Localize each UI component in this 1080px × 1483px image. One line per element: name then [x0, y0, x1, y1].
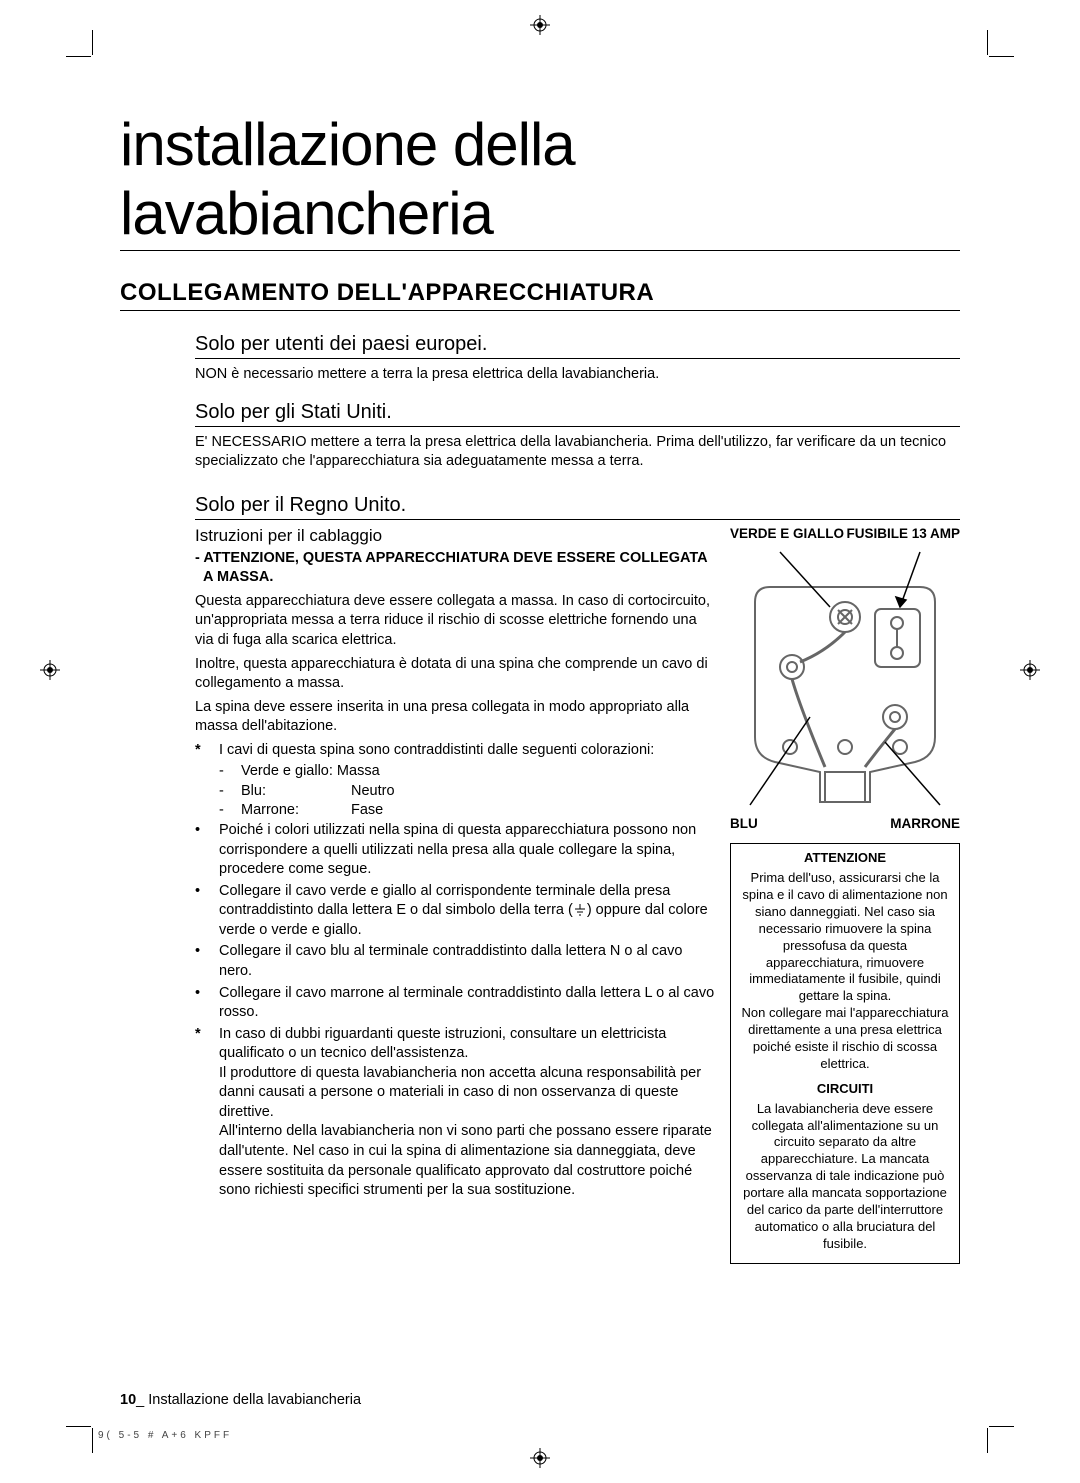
list-item: In caso di dubbi riguardanti queste istr…: [219, 1025, 718, 1201]
list-item: Collegare il cavo verde e giallo al corr…: [219, 882, 718, 941]
label-green-yellow: VERDE E GIALLO: [730, 526, 844, 542]
section-heading: COLLEGAMENTO DELL'APPARECCHIATURA: [120, 279, 960, 311]
body-text: La spina deve essere inserita in una pre…: [195, 698, 718, 737]
warning-text: - ATTENZIONE, QUESTA APPARECCHIATURA DEV…: [195, 549, 718, 588]
plug-bottom-labels: BLU MARRONE: [730, 816, 960, 831]
bullet-star: *: [195, 1025, 219, 1201]
list-item: Neutro: [351, 783, 395, 799]
box-heading: ATTENZIONE: [739, 850, 951, 867]
list-item: Poiché i colori utilizzati nella spina d…: [219, 821, 718, 880]
bullet-dash: -: [219, 762, 241, 782]
crop-mark: [987, 30, 988, 55]
print-job-code: 9( 5-5 # A+6 KPFF: [98, 1430, 232, 1441]
crop-mark: [989, 56, 1014, 57]
box-heading: CIRCUITI: [739, 1081, 951, 1098]
crop-mark: [66, 1426, 91, 1427]
body-text: E' NECESSARIO mettere a terra la presa e…: [195, 433, 960, 472]
subsection-uk: Solo per il Regno Unito.: [195, 494, 960, 520]
bullet-dash: -: [219, 782, 241, 802]
warning-box: ATTENZIONE Prima dell'uso, assicurarsi c…: [730, 843, 960, 1263]
body-text: NON è necessario mettere a terra la pres…: [195, 365, 960, 385]
box-text: Non collegare mai l'apparecchiatura dire…: [739, 1005, 951, 1073]
subsection-eu: Solo per utenti dei paesi europei.: [195, 333, 960, 359]
bullet-dash: -: [219, 801, 241, 821]
instruction-list: *I cavi di questa spina sono contraddist…: [195, 741, 718, 1201]
footer-text: _ Installazione della lavabiancheria: [136, 1392, 361, 1408]
list-item: I cavi di questa spina sono contraddisti…: [219, 741, 654, 761]
list-item: Blu:: [241, 782, 351, 802]
list-item: Collegare il cavo marrone al terminale c…: [219, 984, 718, 1023]
bullet-dot: •: [195, 821, 219, 880]
list-item: Verde e giallo: Massa: [241, 762, 380, 782]
page-footer: 10_ Installazione della lavabiancheria: [120, 1392, 361, 1408]
box-text: Prima dell'uso, assicurarsi che la spina…: [739, 870, 951, 1005]
subsection-us: Solo per gli Stati Uniti.: [195, 401, 960, 427]
box-text: La lavabiancheria deve essere collegata …: [739, 1101, 951, 1253]
registration-mark-icon: [530, 1448, 550, 1468]
list-item: Collegare il cavo blu al terminale contr…: [219, 942, 718, 981]
registration-mark-icon: [1020, 660, 1040, 680]
crop-mark: [92, 30, 93, 55]
wiring-heading: Istruzioni per il cablaggio: [195, 526, 718, 546]
bullet-dot: •: [195, 984, 219, 1023]
crop-mark: [989, 1426, 1014, 1427]
uk-plug-diagram: [730, 547, 960, 807]
list-item: Marrone:: [241, 801, 351, 821]
bullet-star: *: [195, 741, 219, 761]
page-title: installazione della lavabiancheria: [120, 110, 960, 251]
crop-mark: [66, 56, 91, 57]
registration-mark-icon: [530, 15, 550, 35]
label-fuse: FUSIBILE 13 AMP: [846, 526, 960, 542]
plug-top-labels: VERDE E GIALLO FUSIBILE 13 AMP: [730, 526, 960, 542]
registration-mark-icon: [40, 660, 60, 680]
page-number: 10: [120, 1392, 136, 1408]
crop-mark: [987, 1428, 988, 1453]
ground-symbol-icon: [573, 903, 587, 917]
bullet-dot: •: [195, 942, 219, 981]
bullet-dot: •: [195, 882, 219, 941]
body-text: Questa apparecchiatura deve essere colle…: [195, 592, 718, 651]
label-brown: MARRONE: [890, 816, 960, 831]
list-item: Fase: [351, 802, 383, 818]
label-blue: BLU: [730, 816, 758, 831]
body-text: Inoltre, questa apparecchiatura è dotata…: [195, 655, 718, 694]
crop-mark: [92, 1428, 93, 1453]
